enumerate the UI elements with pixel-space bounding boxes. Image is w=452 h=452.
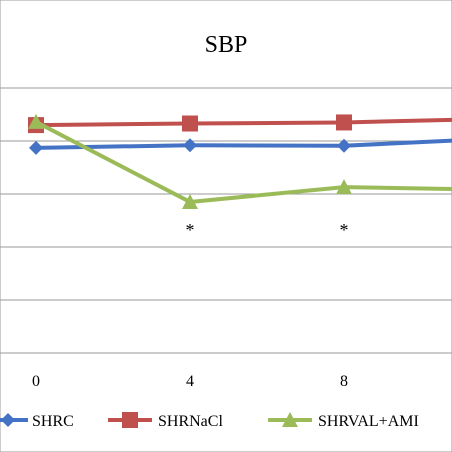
series-line <box>35 138 452 150</box>
x-tick-label: 4 <box>186 373 194 390</box>
annotations: * * <box>186 220 349 240</box>
series-line <box>35 117 452 128</box>
legend-label: SHRC <box>32 413 74 430</box>
square-marker <box>182 115 198 132</box>
square-marker <box>336 114 352 131</box>
legend-item: SHRVAL+AMI <box>268 412 419 430</box>
triangle-marker <box>28 113 44 129</box>
series-shrc <box>29 138 452 155</box>
legend-item: SHRC <box>0 413 74 430</box>
chart-title: SBP <box>205 32 248 58</box>
series-line <box>35 120 452 204</box>
legend-label: SHRVAL+AMI <box>318 413 419 430</box>
series-group <box>28 113 452 209</box>
square-marker <box>122 412 138 428</box>
triangle-marker <box>336 179 352 195</box>
gridlines <box>0 87 452 354</box>
significance-asterisk: * <box>186 220 195 240</box>
legend-item: SHRNaCl <box>108 412 223 430</box>
series-shrnacl <box>28 114 452 134</box>
series-shrval-ami <box>28 113 452 209</box>
x-axis-ticks: 0 4 8 <box>32 373 348 390</box>
legend-label: SHRNaCl <box>158 413 223 430</box>
diamond-marker <box>183 138 197 153</box>
significance-asterisk: * <box>340 220 349 240</box>
triangle-marker <box>282 412 298 427</box>
x-tick-label: 8 <box>340 373 348 390</box>
triangle-marker <box>182 193 198 209</box>
diamond-marker <box>337 138 351 153</box>
x-tick-label: 0 <box>32 373 40 390</box>
diamond-marker <box>1 413 15 427</box>
diamond-marker <box>29 140 43 155</box>
legend: SHRC SHRNaCl SHRVAL+AMI <box>0 412 419 430</box>
